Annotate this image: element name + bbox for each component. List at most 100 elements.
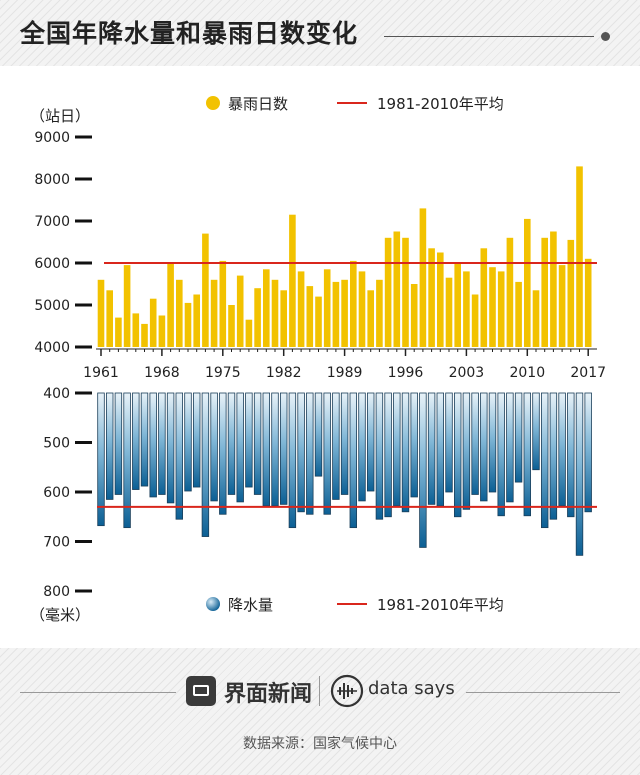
rain-bar-2004 xyxy=(471,294,479,347)
precip-bar-1993 xyxy=(375,392,384,520)
precip-bar-1964 xyxy=(123,392,131,529)
precip-bar-1963 xyxy=(114,392,123,495)
header-band xyxy=(0,0,640,66)
precip-bar-1972 xyxy=(192,392,201,488)
top-y-axis: 4000 5000 6000 7000 8000 9000 xyxy=(34,130,92,356)
rain-bar-2013 xyxy=(550,231,557,347)
precip-bar-1974 xyxy=(210,392,218,502)
data-source: 数据来源：国家气候中心 xyxy=(243,736,397,752)
rain-bar-2012 xyxy=(541,237,548,347)
x-axis: 1961 1968 1975 1982 1989 1996 2003 2010 2017 xyxy=(83,349,606,381)
rain-bar-1988 xyxy=(332,281,340,347)
rain-bar-1983 xyxy=(289,214,296,347)
precip-bar-1971 xyxy=(184,392,192,492)
precip-bar-2004 xyxy=(471,392,479,495)
rain-bar-1984 xyxy=(297,271,305,347)
x-tick-label: 1961 xyxy=(83,365,119,381)
precip-bar-1994 xyxy=(384,392,392,518)
rain-bar-2010 xyxy=(524,218,531,347)
top-chart-ylabel: （站日） xyxy=(30,107,90,125)
bottom-y-tick-label: 500 xyxy=(43,436,70,452)
bottom-y-tick-label: 400 xyxy=(43,386,70,402)
bottom-chart-ylabel: （毫米） xyxy=(30,606,90,624)
top-y-tick-label: 6000 xyxy=(34,256,70,272)
bottom-bar-group xyxy=(97,392,592,556)
rain-bar-1976 xyxy=(228,305,235,347)
x-tick-label: 2003 xyxy=(449,365,485,381)
top-bar-group xyxy=(97,166,592,347)
x-tick-label: 2010 xyxy=(509,365,545,381)
precip-bar-2015 xyxy=(567,392,575,518)
precip-bar-2003 xyxy=(462,392,471,510)
precip-bar-1967 xyxy=(149,392,157,498)
precip-bar-2001 xyxy=(445,392,453,493)
precip-bar-2016 xyxy=(575,392,584,556)
precip-bar-1988 xyxy=(332,392,340,500)
title-dot xyxy=(601,32,610,41)
x-tick-label: 1996 xyxy=(388,365,424,381)
precip-bar-1989 xyxy=(340,392,349,495)
top-y-tick-label: 5000 xyxy=(34,298,70,314)
rain-bar-2003 xyxy=(463,271,470,347)
rain-bar-2016 xyxy=(576,166,583,347)
rain-bar-1978 xyxy=(245,319,253,347)
precip-bar-1975 xyxy=(219,392,227,515)
rain-bar-1977 xyxy=(236,275,244,347)
precip-bar-2005 xyxy=(480,392,488,502)
precip-bar-1997 xyxy=(410,392,418,498)
rain-bar-1991 xyxy=(358,271,366,347)
rain-bar-2000 xyxy=(437,252,444,347)
legend-avg-label-top: 1981-2010年平均 xyxy=(377,95,504,113)
rain-bar-2007 xyxy=(497,271,505,347)
legend-avg-label-bottom: 1981-2010年平均 xyxy=(377,596,504,614)
precip-bar-1980 xyxy=(262,392,270,507)
rain-bar-1965 xyxy=(132,313,140,347)
chart-area: （站日） 暴雨日数 1981-2010年平均 4000 5000 6000 7000 8… xyxy=(30,95,606,624)
precip-bar-2007 xyxy=(497,392,505,517)
precip-bar-1982 xyxy=(279,392,288,505)
precip-bar-2009 xyxy=(514,392,523,483)
precip-bar-2014 xyxy=(558,392,566,507)
rain-bar-1975 xyxy=(219,260,227,347)
footer-rule-left xyxy=(20,692,176,693)
precip-bar-1961 xyxy=(97,392,105,527)
rain-bar-2009 xyxy=(515,281,522,347)
footer-rule-right xyxy=(466,692,620,693)
precip-bar-1966 xyxy=(140,392,149,487)
top-y-tick-label: 9000 xyxy=(34,130,70,146)
precip-bar-2006 xyxy=(488,392,497,493)
rain-bar-2017 xyxy=(584,258,592,347)
legend-rain-marker xyxy=(206,96,220,110)
rain-bar-1989 xyxy=(341,279,348,347)
precip-bar-2010 xyxy=(523,392,531,517)
precip-bar-1962 xyxy=(106,392,114,500)
precip-bar-1998 xyxy=(419,392,427,548)
rain-bar-1996 xyxy=(402,237,409,347)
x-tick-label: 1968 xyxy=(144,365,180,381)
rain-bar-2015 xyxy=(567,239,575,347)
precip-bar-1991 xyxy=(358,392,366,502)
rain-bar-2002 xyxy=(454,263,461,347)
precip-bar-1983 xyxy=(288,392,297,529)
rain-bar-1971 xyxy=(184,302,192,347)
rain-bar-1962 xyxy=(106,290,113,347)
precip-bar-1973 xyxy=(201,392,210,537)
precip-bar-2000 xyxy=(436,392,444,507)
rain-bar-1979 xyxy=(254,288,261,347)
precip-bar-1976 xyxy=(227,392,236,495)
jiemian-logo-icon xyxy=(186,676,216,706)
precip-bar-1978 xyxy=(245,392,253,488)
footer-band xyxy=(0,648,640,775)
title-rule xyxy=(384,36,594,37)
data-says-logo-icon xyxy=(330,674,364,708)
top-y-tick-label: 8000 xyxy=(34,172,70,188)
precip-bar-1996 xyxy=(401,392,410,513)
rain-bar-1990 xyxy=(350,260,357,347)
precip-bar-1992 xyxy=(366,392,375,492)
rain-bar-1993 xyxy=(376,279,383,347)
brand-separator xyxy=(319,676,320,706)
rain-bar-1992 xyxy=(367,290,374,347)
x-tick-label: 2017 xyxy=(570,365,606,381)
legend-rain-label: 暴雨日数 xyxy=(228,95,288,113)
rain-bar-1997 xyxy=(410,284,418,347)
